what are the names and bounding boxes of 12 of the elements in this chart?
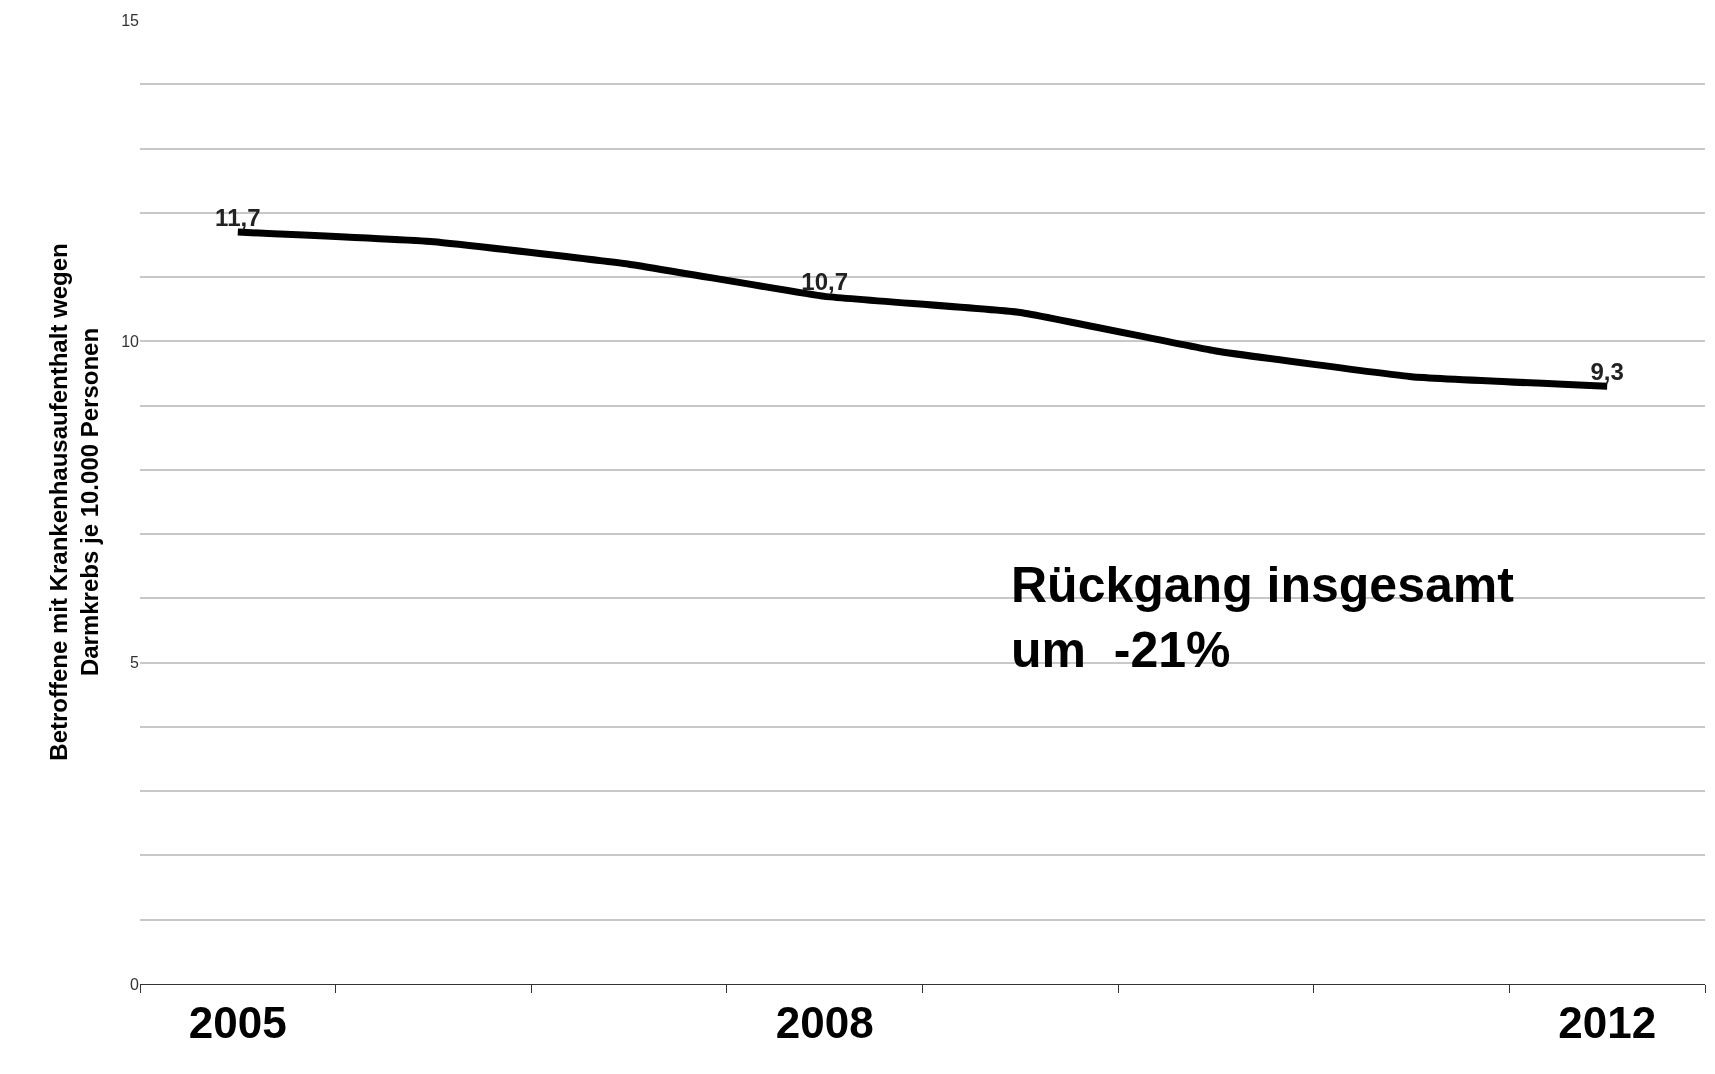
x-tick-label: 2012 [1558,997,1657,1047]
y-tick-label: 0 [130,975,140,993]
y-tick-label: 10 [121,332,140,350]
annotation: Rückgang insgesamt um -21% [1011,557,1515,678]
x-tick-label: 2005 [188,997,287,1047]
data-label: 9,3 [1590,358,1624,386]
data-label: 10,7 [801,268,849,296]
x-tick-label: 2008 [775,997,874,1047]
y-axis-title: Betroffene mit Krankenhausaufenthalt wegen Darmkrebs je 10.000 Personen [45,243,104,761]
y-tick-label: 5 [130,654,140,672]
y-tick-label: 15 [121,11,140,29]
data-label: 11,7 [215,204,261,232]
